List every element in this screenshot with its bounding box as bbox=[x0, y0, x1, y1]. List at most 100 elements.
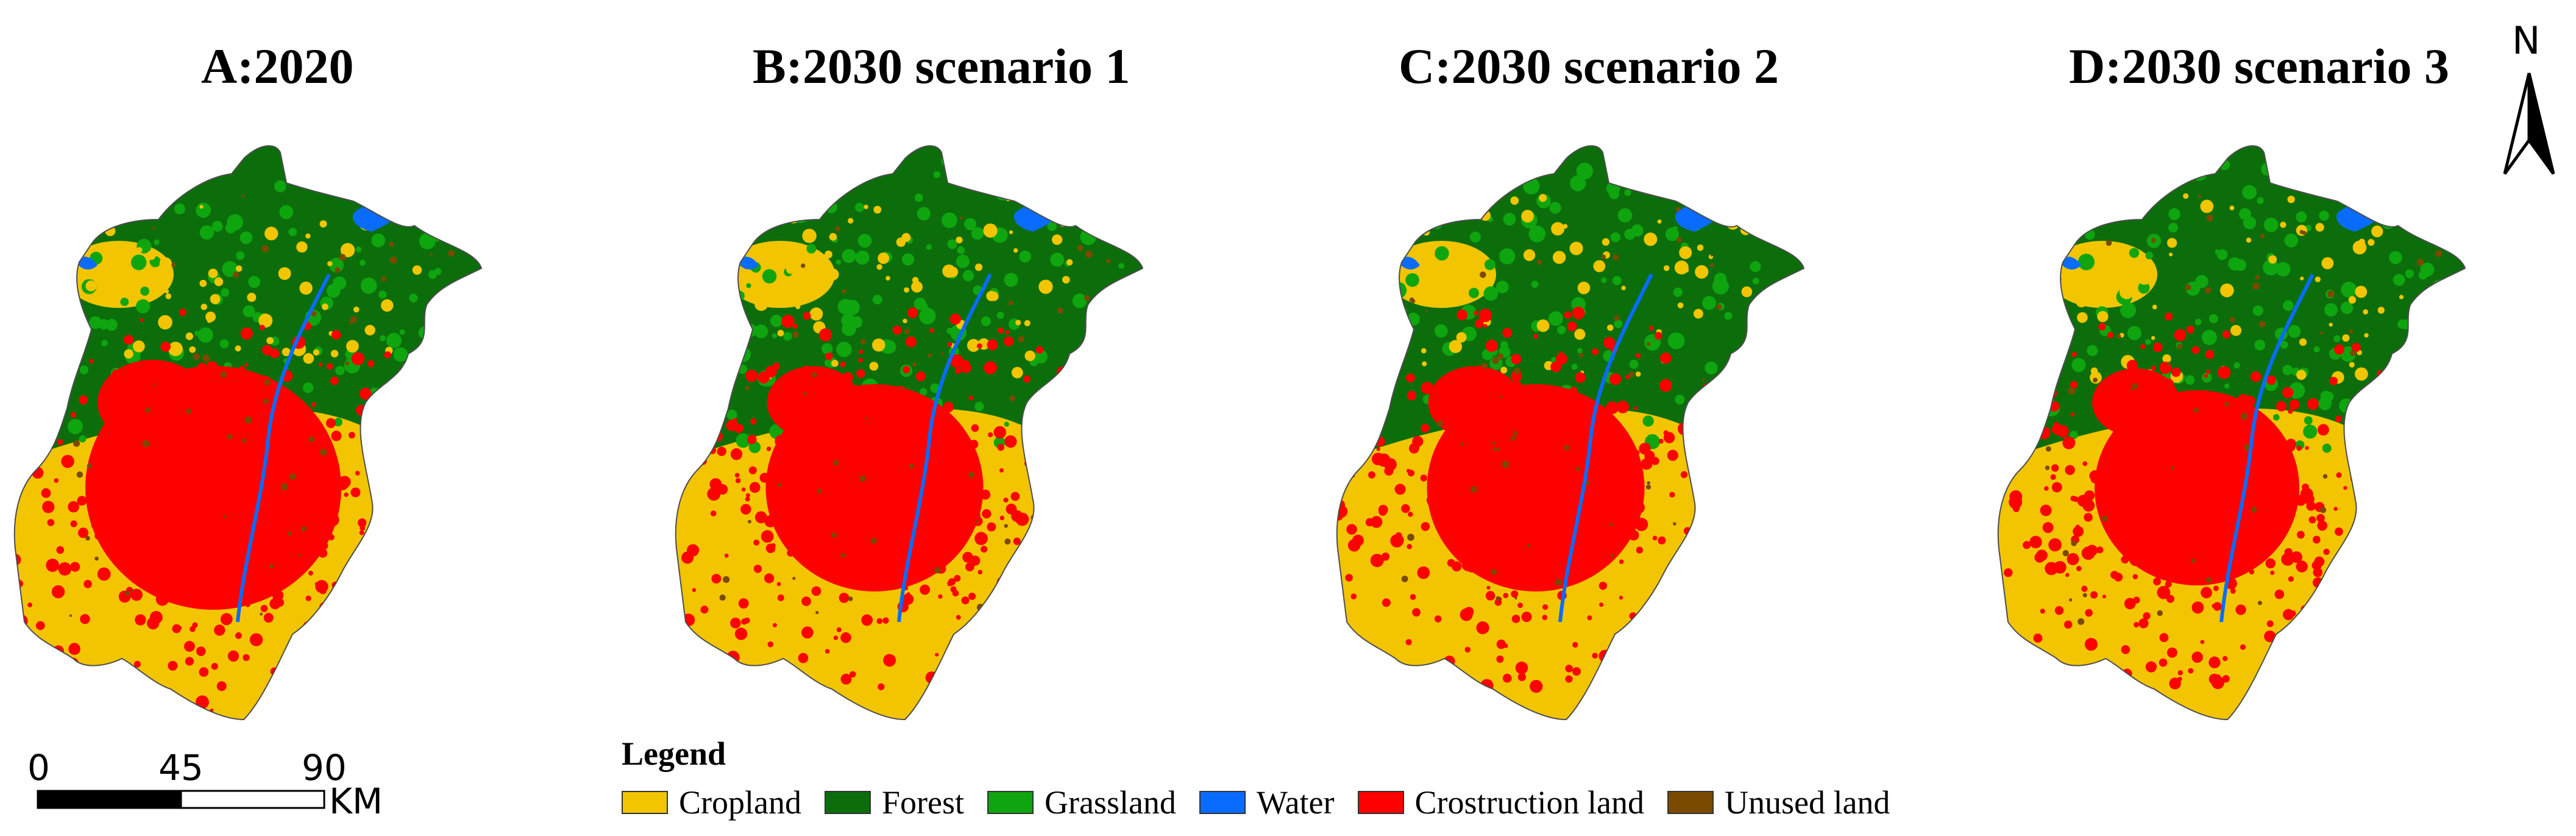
built-patch bbox=[1410, 594, 1416, 600]
built-patch bbox=[717, 446, 726, 456]
built-patch bbox=[787, 549, 795, 557]
unused-land-patch bbox=[974, 520, 978, 523]
unused-land-patch bbox=[1479, 271, 1486, 278]
built-patch bbox=[276, 675, 286, 685]
map-d-svg bbox=[1997, 145, 2466, 721]
built-patch bbox=[2213, 585, 2219, 591]
grassland-patch bbox=[1481, 196, 1491, 205]
built-patch bbox=[186, 577, 196, 588]
built-patch bbox=[999, 468, 1004, 473]
built-patch bbox=[1393, 535, 1404, 546]
built-patch bbox=[2173, 709, 2184, 720]
built-patch bbox=[1014, 637, 1025, 648]
built-patch bbox=[2177, 670, 2183, 676]
built-patch bbox=[1619, 595, 1623, 600]
grassland-patch bbox=[2228, 257, 2241, 271]
built-patch bbox=[692, 588, 697, 592]
built-patch bbox=[218, 384, 232, 397]
built-patch bbox=[2132, 574, 2138, 579]
cropland-patch bbox=[1734, 212, 1748, 226]
unused-land-patch bbox=[289, 473, 296, 481]
built-patch bbox=[1464, 646, 1471, 653]
built-patch bbox=[2270, 570, 2275, 575]
built-patch bbox=[1077, 644, 1087, 654]
cropland-patch bbox=[305, 233, 311, 239]
built-patch bbox=[2085, 609, 2093, 617]
built-patch bbox=[1041, 540, 1049, 548]
cropland-patch bbox=[2077, 312, 2088, 323]
built-patch bbox=[2042, 522, 2054, 534]
grassland-patch bbox=[89, 316, 102, 329]
built-patch bbox=[1483, 324, 1488, 328]
built-patch bbox=[401, 381, 406, 387]
unused-land-patch bbox=[261, 245, 269, 252]
unused-land-patch bbox=[2151, 238, 2156, 243]
built-patch bbox=[35, 661, 48, 673]
unused-land-patch bbox=[912, 362, 917, 367]
unused-land-patch bbox=[1111, 208, 1118, 215]
built-patch bbox=[1744, 496, 1751, 503]
built-patch bbox=[1063, 533, 1071, 541]
grassland-patch bbox=[1711, 421, 1725, 436]
built-patch bbox=[912, 413, 920, 422]
grassland-patch bbox=[194, 330, 200, 336]
built-patch bbox=[631, 481, 636, 487]
built-patch bbox=[291, 550, 298, 557]
grassland-patch bbox=[1441, 171, 1453, 184]
unused-land-patch bbox=[2224, 401, 2229, 407]
grassland-patch bbox=[1739, 364, 1753, 379]
built-patch bbox=[116, 463, 129, 476]
built-patch bbox=[1275, 476, 1281, 482]
built-patch bbox=[623, 521, 632, 531]
cropland-patch bbox=[2371, 225, 2383, 238]
unused-land-patch bbox=[1695, 546, 1701, 552]
built-patch bbox=[741, 618, 748, 625]
built-patch bbox=[1496, 639, 1506, 649]
built-patch bbox=[2157, 585, 2171, 599]
built-patch bbox=[2126, 360, 2138, 371]
grassland-patch bbox=[1050, 252, 1065, 267]
built-patch bbox=[2084, 513, 2093, 522]
unused-land-patch bbox=[2043, 312, 2049, 319]
built-patch bbox=[359, 387, 372, 400]
built-patch bbox=[2407, 416, 2414, 423]
built-patch bbox=[2002, 403, 2014, 415]
built-patch bbox=[351, 352, 365, 365]
built-patch bbox=[386, 412, 399, 424]
built-patch bbox=[717, 484, 728, 495]
built-patch bbox=[1071, 535, 1083, 546]
built-patch bbox=[796, 704, 807, 715]
unused-land-patch bbox=[2068, 598, 2073, 602]
built-patch bbox=[1100, 477, 1108, 486]
unused-land-patch bbox=[860, 339, 866, 345]
built-patch bbox=[1719, 384, 1729, 395]
built-patch bbox=[878, 683, 885, 690]
cropland-patch bbox=[1098, 305, 1104, 312]
grassland-patch bbox=[154, 239, 160, 245]
built-patch bbox=[1713, 499, 1724, 511]
cropland-patch bbox=[1510, 196, 1519, 205]
built-patch bbox=[322, 641, 332, 651]
unused-land-patch bbox=[1491, 569, 1497, 575]
unused-land-patch bbox=[2260, 234, 2265, 239]
built-patch bbox=[1592, 348, 1599, 355]
built-patch bbox=[1338, 388, 1347, 398]
built-patch bbox=[867, 401, 873, 405]
grassland-patch bbox=[825, 201, 837, 213]
cropland-patch bbox=[2397, 213, 2411, 227]
cropland-patch bbox=[1663, 265, 1670, 271]
cropland-patch bbox=[2299, 338, 2307, 346]
built-patch bbox=[1004, 435, 1017, 448]
legend-label-unused-land: Unused land bbox=[1724, 784, 1890, 821]
built-patch bbox=[2143, 612, 2151, 620]
built-patch bbox=[961, 596, 970, 605]
built-patch bbox=[416, 456, 429, 469]
built-patch bbox=[1144, 510, 1156, 521]
built-patch bbox=[68, 501, 79, 513]
unused-land-patch bbox=[2410, 338, 2416, 344]
built-patch bbox=[870, 395, 881, 405]
cropland-patch bbox=[1593, 260, 1606, 273]
built-patch bbox=[1457, 487, 1462, 493]
built-patch bbox=[341, 657, 351, 667]
built-patch bbox=[1704, 502, 1708, 507]
